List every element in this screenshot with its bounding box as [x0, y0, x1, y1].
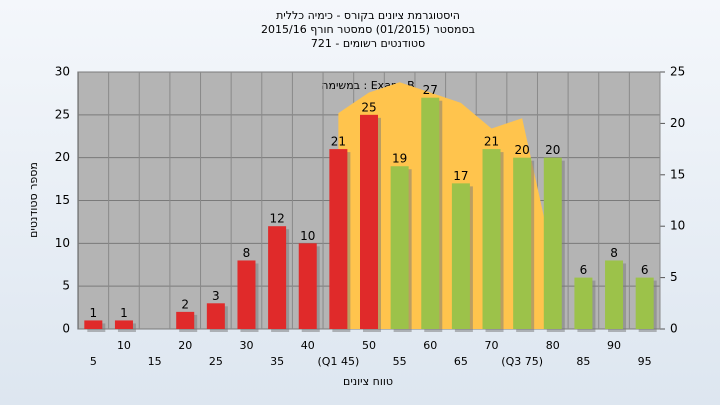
y-tick-label: 0 — [62, 322, 70, 336]
bar — [635, 277, 654, 329]
bar — [421, 97, 440, 329]
value-label: 1 — [89, 306, 97, 320]
bar — [268, 226, 287, 329]
x-tick-label: 15 — [148, 355, 162, 368]
x-tick-label: 5 — [90, 355, 97, 368]
y-tick-label: 25 — [55, 107, 70, 121]
x-tick-label: 80 — [546, 339, 560, 352]
value-label: 27 — [423, 83, 438, 97]
value-label: 3 — [212, 289, 220, 303]
x-tick-label: 25 — [209, 355, 223, 368]
value-label: 8 — [610, 246, 618, 260]
x-tick-label: 60 — [423, 339, 437, 352]
x-axis-label: טווח ציונים — [343, 375, 393, 388]
x-tick-label: 30 — [239, 339, 253, 352]
y-tick-label: 5 — [62, 279, 70, 293]
x-tick-label: 90 — [607, 339, 621, 352]
value-label: 2 — [181, 297, 189, 311]
title-line: היסטוגרמת ציונים בקורס - כימיה כללית — [276, 9, 460, 22]
y-tick-label: 10 — [55, 236, 70, 250]
value-label: 19 — [392, 152, 407, 166]
value-label: 20 — [515, 143, 530, 157]
value-label: 21 — [484, 135, 499, 149]
x-tick-label: (Q1 45) — [318, 355, 360, 368]
x-tick-label: 20 — [178, 339, 192, 352]
x-tick-label: 95 — [638, 355, 652, 368]
value-label: 1 — [120, 306, 128, 320]
bar — [390, 166, 409, 329]
y-axis-label: מספר סטודנטים — [27, 162, 40, 238]
bar — [543, 157, 562, 329]
x-tick-label: (Q3 75) — [501, 355, 543, 368]
y2-tick-label: 25 — [670, 65, 685, 79]
y2-tick-label: 0 — [670, 322, 678, 336]
x-tick-label: 55 — [393, 355, 407, 368]
y-tick-label: 20 — [55, 150, 70, 164]
title-line: סטודנטים רשומים - 721 — [311, 37, 425, 50]
bar — [574, 277, 593, 329]
y-tick-label: 30 — [55, 65, 70, 79]
bar — [360, 114, 378, 329]
y-tick-label: 15 — [55, 193, 70, 207]
value-label: 6 — [641, 263, 649, 277]
x-tick-label: 65 — [454, 355, 468, 368]
y2-tick-label: 10 — [670, 219, 685, 233]
bar — [176, 311, 195, 329]
value-label: 25 — [361, 100, 376, 114]
bar — [84, 320, 103, 329]
bar — [237, 260, 256, 329]
value-label: 21 — [331, 135, 346, 149]
x-tick-label: 40 — [301, 339, 315, 352]
x-tick-label: 35 — [270, 355, 284, 368]
bar — [114, 320, 133, 329]
bar — [451, 183, 470, 329]
x-tick-label: 10 — [117, 339, 131, 352]
x-tick-label: 70 — [485, 339, 499, 352]
value-label: 17 — [453, 169, 468, 183]
title-line: בסמסטר (01/2015) סמסטר חורף 2015/16 — [261, 23, 475, 36]
bar — [513, 157, 532, 329]
value-label: 10 — [300, 229, 315, 243]
x-tick-label: 50 — [362, 339, 376, 352]
value-label: 20 — [545, 143, 560, 157]
y2-tick-label: 5 — [670, 270, 678, 284]
bar — [605, 260, 624, 329]
bar — [206, 303, 225, 329]
y2-tick-label: 15 — [670, 167, 685, 181]
bar — [329, 149, 348, 329]
x-tick-label: 85 — [576, 355, 590, 368]
y2-tick-label: 20 — [670, 116, 685, 130]
value-label: 8 — [243, 246, 251, 260]
value-label: 6 — [580, 263, 588, 277]
bar — [482, 149, 501, 329]
bar — [298, 243, 317, 329]
value-label: 12 — [269, 212, 284, 226]
